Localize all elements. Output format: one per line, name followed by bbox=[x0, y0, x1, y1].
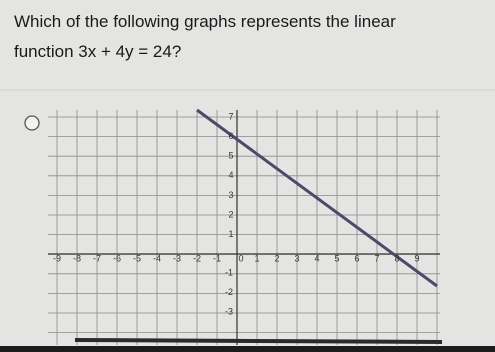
y-tick-label: -1 bbox=[225, 267, 233, 277]
x-tick-label: -4 bbox=[153, 253, 161, 263]
x-tick-label: -9 bbox=[53, 253, 61, 263]
y-tick-label: 6 bbox=[228, 131, 233, 141]
y-tick-label: 2 bbox=[228, 209, 233, 219]
bottom-bar bbox=[0, 346, 495, 352]
y-tick-label: 1 bbox=[228, 229, 233, 239]
x-tick-label: 3 bbox=[294, 253, 299, 263]
y-tick-label: 3 bbox=[228, 190, 233, 200]
question-line: function 3x + 4y = 24? bbox=[14, 42, 182, 61]
x-tick-label: -8 bbox=[73, 253, 81, 263]
x-tick-label: 8 bbox=[394, 253, 399, 263]
bottom-edge bbox=[74, 338, 443, 344]
question-line: Which of the following graphs represents… bbox=[14, 12, 396, 31]
y-tick-label: 7 bbox=[228, 111, 233, 121]
x-tick-label: 6 bbox=[354, 253, 359, 263]
x-tick-label: -3 bbox=[173, 253, 181, 263]
x-tick-label: -6 bbox=[113, 253, 121, 263]
labels: -9 -8 -7 -6 -5 -4 -3 -2 -1 0 1 2 3 4 5 6 7 8 9 7 6 5 4 3 2 1 -1 -2 -… bbox=[53, 111, 420, 316]
y-tick-label: -3 bbox=[225, 307, 233, 317]
x-tick-label: 7 bbox=[374, 253, 379, 263]
x-tick-label: 5 bbox=[334, 253, 339, 263]
option-radio[interactable] bbox=[24, 115, 40, 131]
y-tick-label: 5 bbox=[228, 151, 233, 161]
graph-line bbox=[196, 108, 438, 288]
x-tick-label: -7 bbox=[93, 253, 101, 263]
x-tick-label: -2 bbox=[193, 253, 201, 263]
x-tick-label: 1 bbox=[254, 253, 259, 263]
y-tick-label: -2 bbox=[225, 287, 233, 297]
x-tick-label: -1 bbox=[213, 253, 221, 263]
x-tick-label: -5 bbox=[133, 253, 141, 263]
x-tick-label: 9 bbox=[414, 253, 419, 263]
x-tick-label: 2 bbox=[274, 253, 279, 263]
y-tick-label: 4 bbox=[228, 170, 233, 180]
x-tick-label: 4 bbox=[314, 253, 319, 263]
x-tick-label: 0 bbox=[238, 253, 243, 263]
